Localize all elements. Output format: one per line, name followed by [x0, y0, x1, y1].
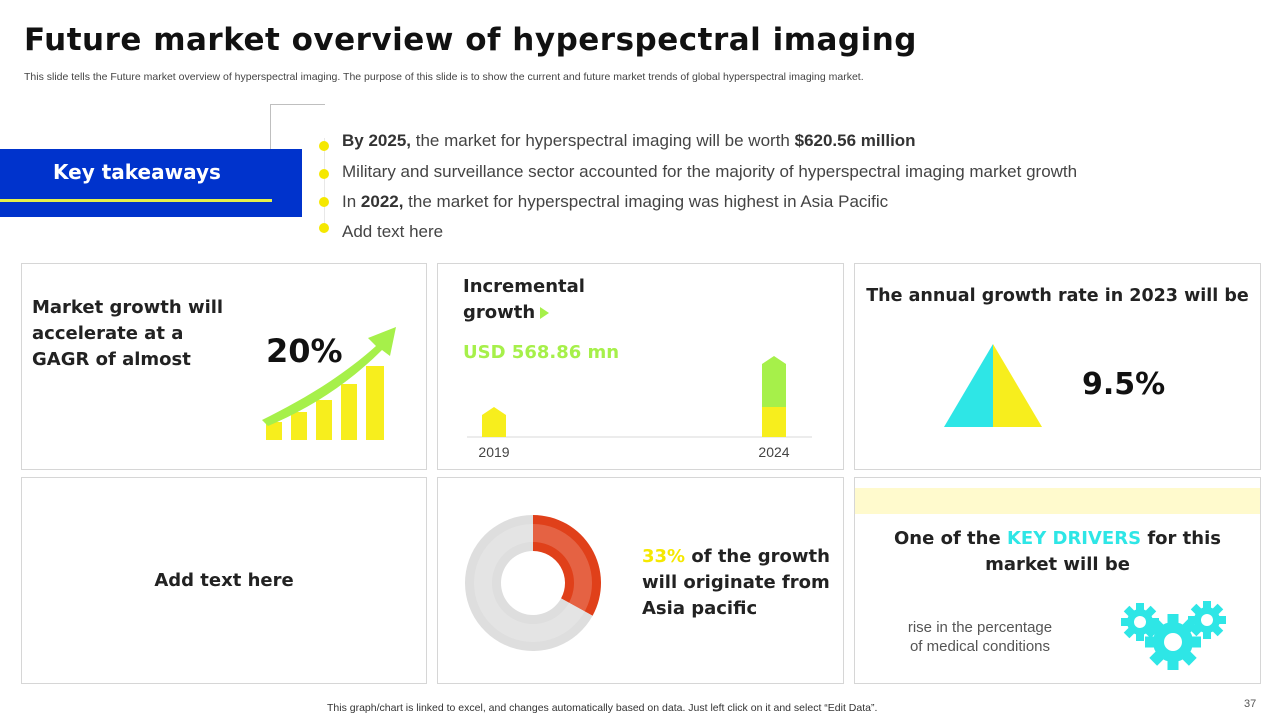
bar-segment-2024 — [762, 407, 786, 437]
play-triangle-icon — [540, 307, 550, 319]
incremental-title: Incremental growth — [463, 274, 585, 326]
incremental-title-line-2: growth — [463, 302, 536, 323]
annual-growth-title: The annual growth rate in 2023 will be — [866, 286, 1249, 306]
key-takeaways-underline — [0, 199, 272, 202]
placeholder-text: Add text here — [154, 570, 294, 591]
key-takeaways-label: Key takeaways — [53, 160, 221, 184]
bar-segment-2024 — [762, 356, 786, 407]
asia-growth-pct: 33% — [642, 546, 686, 567]
incremental-title-line-1: Incremental — [463, 276, 585, 297]
connector-line — [270, 104, 325, 150]
cagr-description: Market growth will accelerate at a GAGR … — [32, 295, 223, 373]
page-number: 37 — [1244, 698, 1257, 710]
cagr-line-1: Market growth will — [32, 297, 224, 318]
asia-growth-line-1: of the growth — [685, 546, 830, 567]
cagr-line-2: accelerate at a — [32, 323, 184, 344]
gears-icon — [1121, 601, 1226, 670]
page-subtitle: This slide tells the Future market overv… — [24, 71, 864, 83]
key-drivers-desc-line-2: of medical conditions — [909, 638, 1051, 655]
takeaway-bullet-1: By 2025, the market for hyperspectral im… — [342, 131, 916, 150]
annual-growth-card — [854, 263, 1261, 470]
footer-note: This graph/chart is linked to excel, and… — [327, 702, 878, 714]
x-tick-label: 2019 — [478, 444, 509, 460]
cagr-value: 20% — [266, 332, 343, 370]
incremental-amount: USD 568.86 mn — [463, 342, 620, 363]
donut-slice-0 — [533, 515, 601, 616]
page-title: Future market overview of hyperspectral … — [24, 22, 917, 58]
asia-growth-donut-chart — [465, 515, 601, 651]
bullet-dot — [319, 197, 329, 207]
key-drivers-pre: One of the — [894, 528, 1007, 549]
growth-arrow-icon — [262, 327, 396, 440]
donut-inner-ring — [474, 524, 592, 642]
key-drivers-line-2: market will be — [985, 554, 1130, 575]
key-drivers-description: rise in the percentage of medical condit… — [880, 618, 1080, 656]
key-takeaways-banner — [0, 149, 302, 217]
cagr-line-3: GAGR of almost — [32, 349, 191, 370]
asia-growth-text: 33% of the growth will originate from As… — [642, 544, 830, 622]
incremental-bar-chart: 2019 2024 — [467, 356, 812, 460]
bullet-guide-line — [324, 138, 325, 233]
asia-growth-line-2: will originate from — [642, 572, 830, 593]
placeholder-card — [21, 477, 427, 684]
bullet-dot — [319, 223, 329, 233]
takeaway-bullet-2: Military and surveillance sector account… — [342, 162, 1078, 181]
key-drivers-post: for this — [1141, 528, 1221, 549]
key-drivers-title: One of the KEY DRIVERS for this market w… — [854, 526, 1261, 578]
key-drivers-desc-line-1: rise in the percentage — [907, 619, 1053, 636]
bullet-dot — [319, 141, 329, 151]
x-tick-label: 2024 — [758, 444, 789, 460]
bullet-dot — [319, 169, 329, 179]
donut-slice-1 — [465, 515, 593, 651]
pyramid-icon — [944, 344, 1042, 427]
key-drivers-highlight: KEY DRIVERS — [1006, 528, 1142, 549]
takeaway-bullet-3: In 2022, the market for hyperspectral im… — [342, 192, 889, 211]
takeaway-bullet-4: Add text here — [342, 222, 444, 241]
key-drivers-band — [855, 488, 1260, 514]
bar-segment-2019 — [482, 407, 506, 437]
asia-growth-line-3: Asia pacific — [642, 598, 758, 619]
asia-growth-card — [437, 477, 844, 684]
annual-growth-value: 9.5% — [1082, 367, 1166, 402]
